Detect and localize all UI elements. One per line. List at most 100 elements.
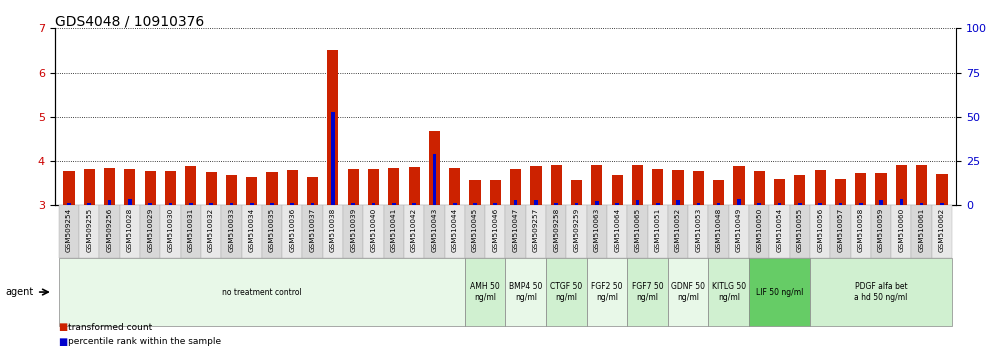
Text: GSM510036: GSM510036 bbox=[289, 208, 295, 252]
Bar bbox=[688, 205, 708, 258]
Bar bbox=[612, 175, 622, 205]
Bar bbox=[587, 205, 607, 258]
Bar bbox=[875, 173, 886, 205]
Bar bbox=[635, 200, 639, 205]
Text: KITLG 50
ng/ml: KITLG 50 ng/ml bbox=[712, 282, 746, 302]
Bar bbox=[465, 258, 505, 326]
Text: LIF 50 ng/ml: LIF 50 ng/ml bbox=[756, 287, 803, 297]
Text: GSM510062: GSM510062 bbox=[939, 208, 945, 252]
Text: GSM510042: GSM510042 bbox=[411, 208, 417, 252]
Bar bbox=[343, 205, 364, 258]
Bar bbox=[67, 202, 71, 205]
Bar bbox=[526, 205, 546, 258]
Bar bbox=[819, 202, 822, 205]
Text: GSM510041: GSM510041 bbox=[390, 208, 396, 252]
Bar bbox=[895, 166, 907, 205]
Bar bbox=[303, 205, 323, 258]
Text: GSM510047: GSM510047 bbox=[513, 208, 519, 252]
Bar bbox=[891, 205, 911, 258]
Text: GSM510037: GSM510037 bbox=[310, 208, 316, 252]
Text: GSM509257: GSM509257 bbox=[533, 208, 539, 252]
Bar bbox=[242, 205, 262, 258]
Text: GSM510031: GSM510031 bbox=[188, 208, 194, 252]
Text: GSM510052: GSM510052 bbox=[675, 208, 681, 252]
Bar bbox=[592, 166, 603, 205]
Bar bbox=[209, 202, 213, 205]
Bar bbox=[493, 202, 497, 205]
Bar bbox=[575, 202, 579, 205]
Text: GSM510051: GSM510051 bbox=[654, 208, 660, 252]
Bar bbox=[372, 202, 375, 205]
Text: FGF7 50
ng/ml: FGF7 50 ng/ml bbox=[631, 282, 663, 302]
Bar bbox=[412, 202, 416, 205]
Bar bbox=[627, 258, 668, 326]
Bar bbox=[229, 202, 233, 205]
Bar bbox=[108, 200, 112, 205]
Bar bbox=[911, 205, 932, 258]
Bar bbox=[940, 202, 944, 205]
Text: GSM510044: GSM510044 bbox=[452, 208, 458, 252]
Bar bbox=[469, 180, 481, 205]
Bar bbox=[555, 202, 558, 205]
Bar bbox=[59, 205, 79, 258]
Bar bbox=[627, 205, 647, 258]
Bar bbox=[567, 205, 587, 258]
Bar bbox=[879, 200, 882, 205]
Bar bbox=[774, 179, 785, 205]
Bar bbox=[404, 205, 424, 258]
Bar bbox=[652, 169, 663, 205]
Bar bbox=[226, 175, 237, 205]
Bar bbox=[221, 205, 242, 258]
Text: GSM510065: GSM510065 bbox=[634, 208, 640, 252]
Bar bbox=[104, 168, 116, 205]
Bar bbox=[798, 202, 802, 205]
Bar bbox=[144, 171, 155, 205]
Text: GSM509255: GSM509255 bbox=[87, 208, 93, 252]
Bar bbox=[587, 258, 627, 326]
Bar bbox=[185, 166, 196, 205]
Bar bbox=[189, 202, 192, 205]
Bar bbox=[128, 199, 131, 205]
Bar bbox=[429, 131, 440, 205]
Bar bbox=[835, 179, 846, 205]
Bar bbox=[510, 169, 521, 205]
Text: GSM509256: GSM509256 bbox=[107, 208, 113, 252]
Bar bbox=[165, 171, 176, 205]
Text: BMP4 50
ng/ml: BMP4 50 ng/ml bbox=[509, 282, 543, 302]
Text: GSM510034: GSM510034 bbox=[249, 208, 255, 252]
Bar bbox=[676, 200, 680, 205]
Bar bbox=[506, 205, 526, 258]
Bar bbox=[932, 205, 952, 258]
Bar bbox=[432, 154, 436, 205]
Text: GSM510061: GSM510061 bbox=[918, 208, 924, 252]
Text: percentile rank within the sample: percentile rank within the sample bbox=[68, 337, 221, 346]
Bar bbox=[749, 258, 810, 326]
Text: GSM510048: GSM510048 bbox=[716, 208, 722, 252]
Bar bbox=[287, 170, 298, 205]
Bar bbox=[352, 202, 355, 205]
Bar bbox=[856, 173, 867, 205]
Bar bbox=[769, 205, 790, 258]
Bar bbox=[140, 205, 160, 258]
Text: GSM510039: GSM510039 bbox=[351, 208, 357, 252]
Bar bbox=[124, 169, 135, 205]
Bar bbox=[424, 205, 444, 258]
Bar bbox=[672, 170, 683, 205]
Text: GSM510050: GSM510050 bbox=[756, 208, 762, 252]
Bar bbox=[262, 205, 282, 258]
Bar bbox=[668, 205, 688, 258]
Bar bbox=[449, 168, 460, 205]
Bar bbox=[794, 175, 806, 205]
Bar bbox=[595, 201, 599, 205]
Bar bbox=[754, 171, 765, 205]
Bar bbox=[331, 112, 335, 205]
Text: GSM510043: GSM510043 bbox=[431, 208, 437, 252]
Bar bbox=[936, 175, 947, 205]
Bar bbox=[810, 205, 831, 258]
Bar bbox=[408, 167, 419, 205]
Text: GSM510053: GSM510053 bbox=[695, 208, 701, 252]
Bar bbox=[713, 180, 724, 205]
Text: ■: ■ bbox=[58, 322, 67, 332]
Bar bbox=[693, 171, 704, 205]
Bar bbox=[571, 180, 582, 205]
